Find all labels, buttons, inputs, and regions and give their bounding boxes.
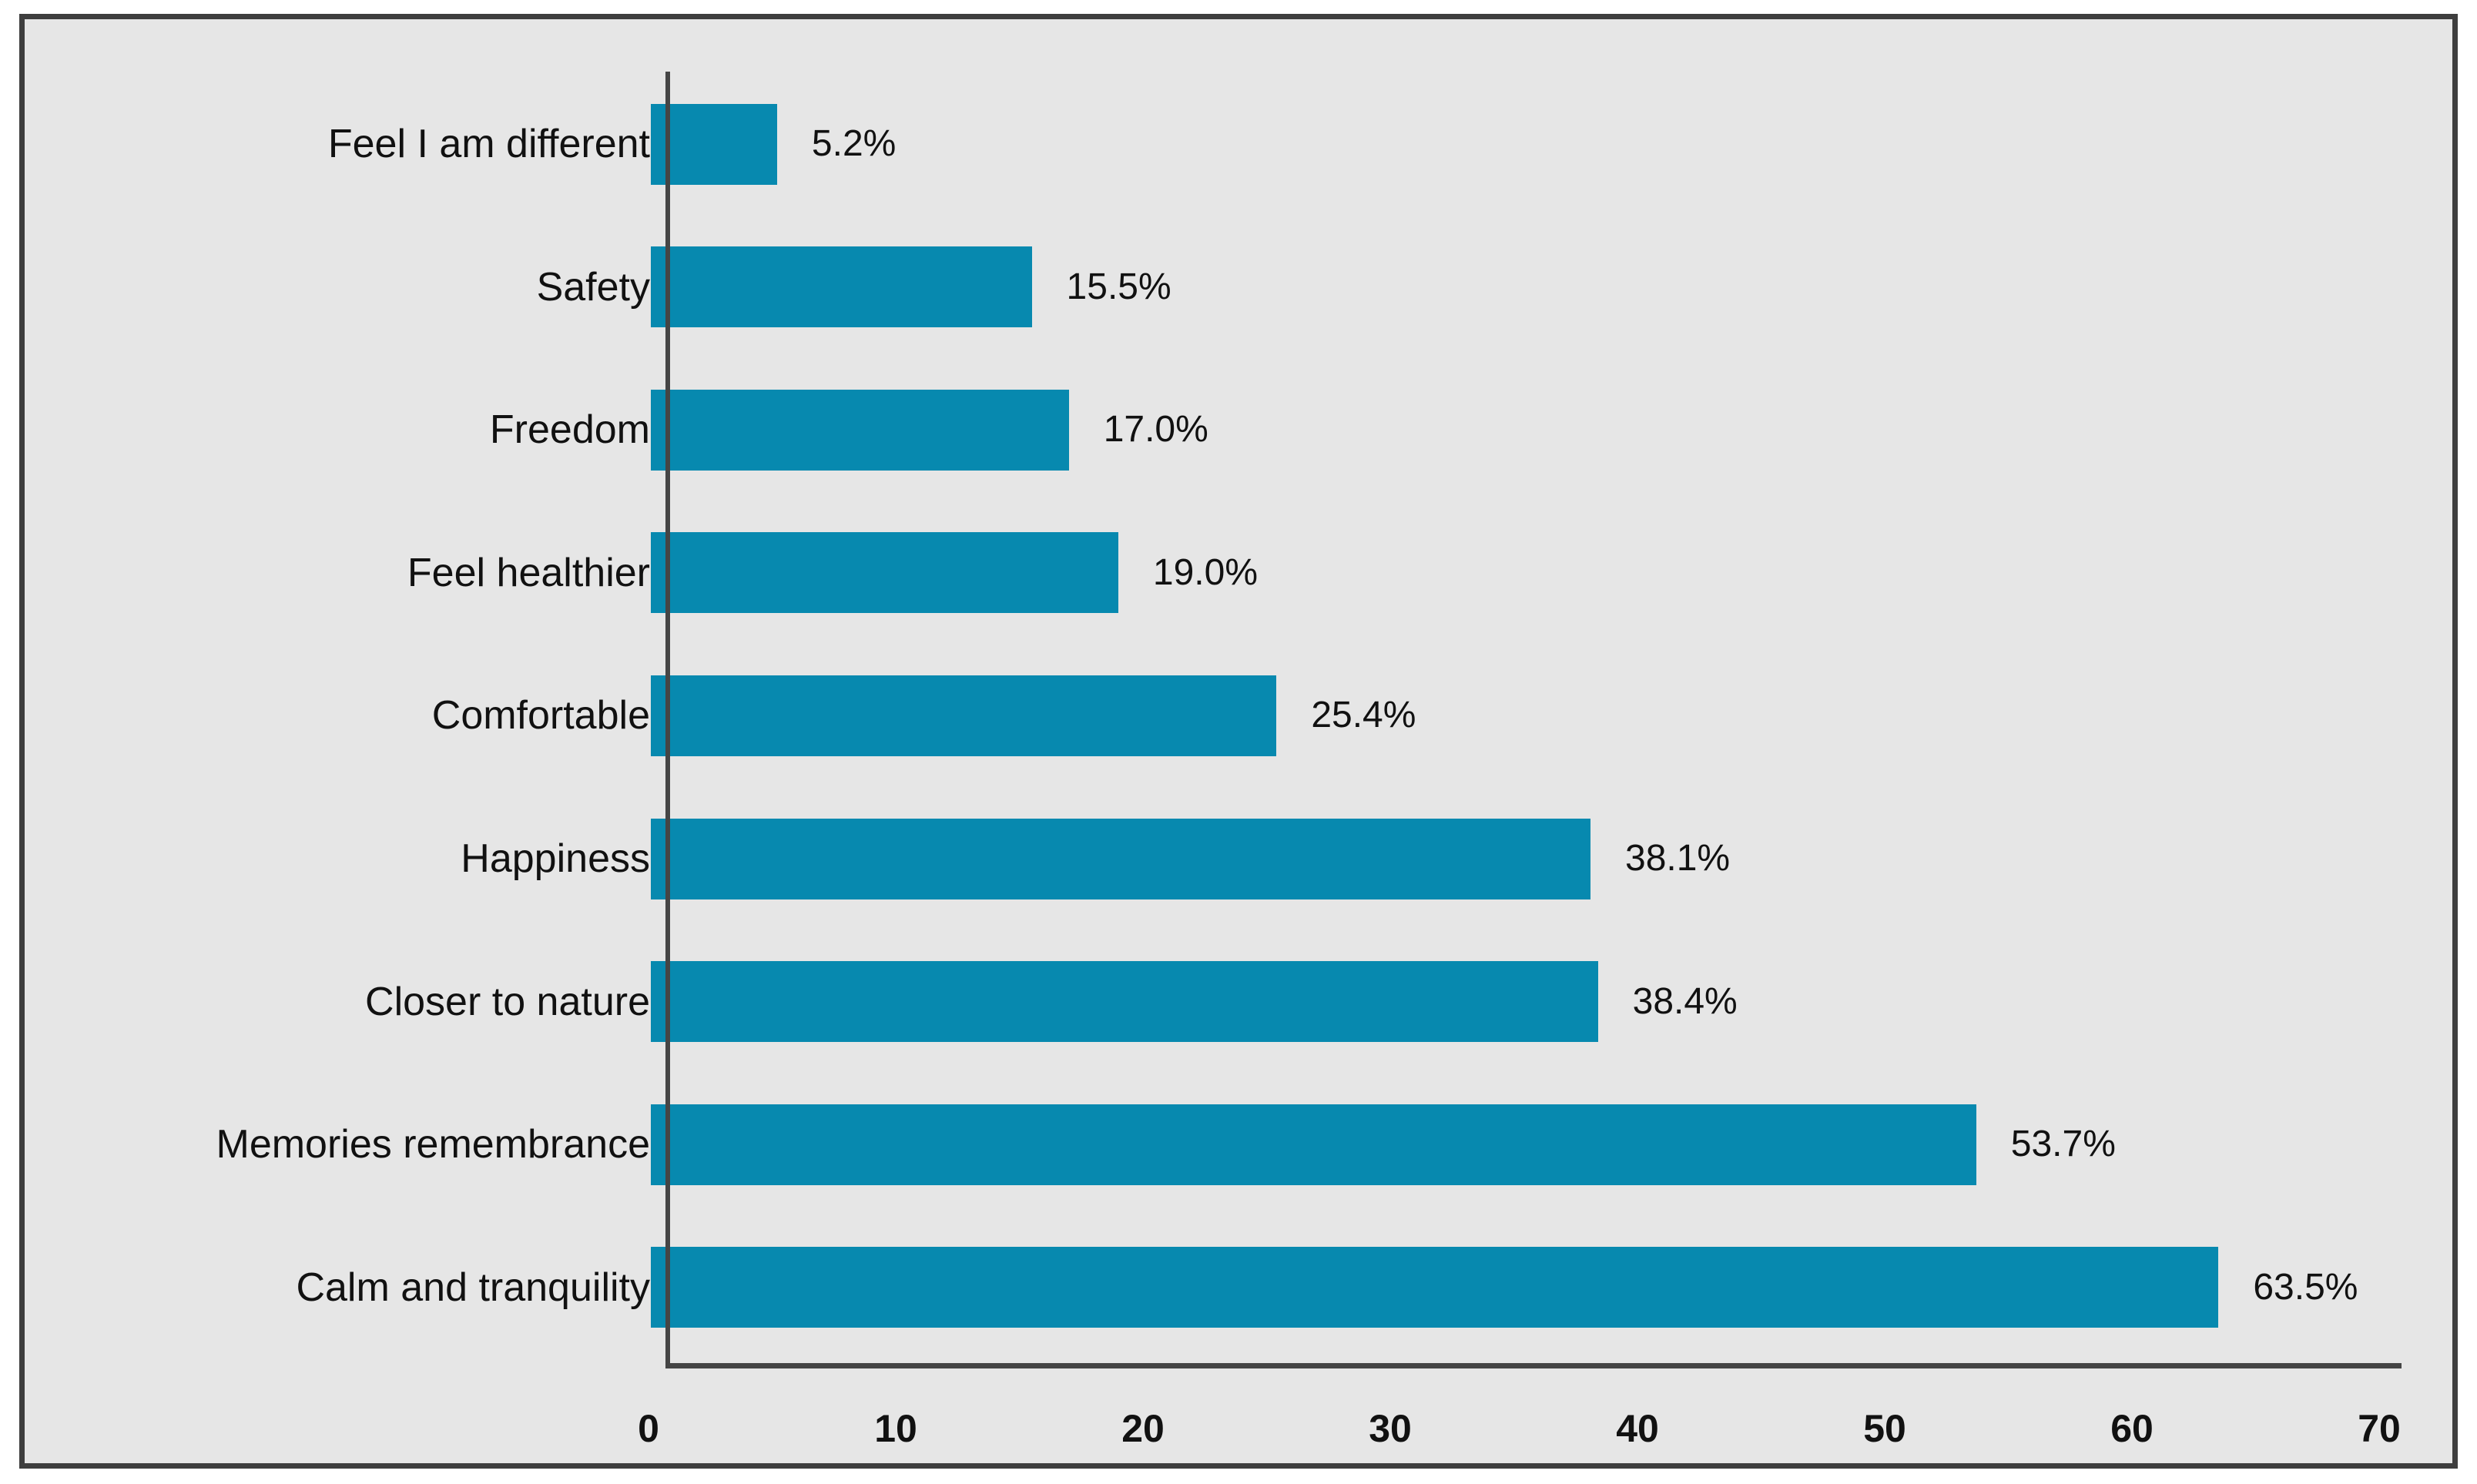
- value-label: 63.5%: [2253, 1266, 2358, 1308]
- bar: [651, 675, 1277, 756]
- bar: [651, 389, 1069, 471]
- x-tick-label: 70: [2358, 1407, 2401, 1450]
- category-label: Memories remembrance: [216, 1122, 651, 1167]
- x-tick-label: 10: [874, 1407, 917, 1450]
- category-label: Safety: [536, 264, 650, 310]
- category-label: Feel healthier: [407, 550, 650, 595]
- value-label: 38.4%: [1632, 980, 1738, 1022]
- x-tick-label: 60: [2110, 1407, 2154, 1450]
- x-tick-label: 40: [1616, 1407, 1659, 1450]
- x-tick-label: 50: [1863, 1407, 1906, 1450]
- category-label: Happiness: [461, 836, 650, 881]
- bar: [651, 1247, 2219, 1328]
- value-label: 17.0%: [1103, 409, 1208, 451]
- category-label: Calm and tranquility: [296, 1265, 650, 1310]
- category-label: Freedom: [489, 407, 650, 453]
- bar: [651, 818, 1590, 899]
- chart-frame: Feel I am different Safety Freedom Feel hea…: [19, 14, 2458, 1469]
- value-label: 15.5%: [1066, 266, 1171, 307]
- value-label: 53.7%: [2010, 1124, 2116, 1165]
- x-tick-label: 0: [638, 1407, 659, 1450]
- category-label: Comfortable: [431, 693, 650, 739]
- value-label: 5.2%: [811, 123, 897, 164]
- bar: [651, 246, 1032, 328]
- x-tick-label: 30: [1369, 1407, 1412, 1450]
- bar: [651, 103, 777, 185]
- value-label: 38.1%: [1625, 838, 1731, 879]
- category-label: Closer to nature: [365, 979, 650, 1024]
- category-label: Feel I am different: [327, 122, 650, 166]
- value-label: 19.0%: [1152, 551, 1258, 593]
- bar: [651, 1104, 1976, 1185]
- value-label: 25.4%: [1311, 695, 1416, 736]
- y-axis-line: [665, 72, 670, 1368]
- x-tick-label: 20: [1121, 1407, 1165, 1450]
- bar: [651, 532, 1118, 614]
- bar: [651, 961, 1598, 1043]
- x-axis-line: [665, 1363, 2402, 1368]
